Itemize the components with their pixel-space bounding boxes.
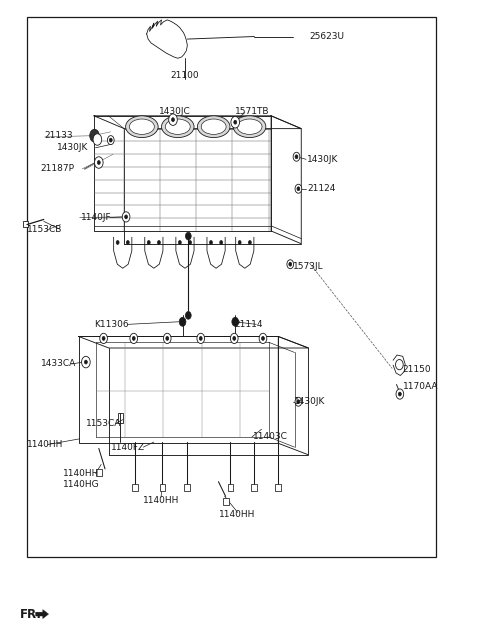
- Text: 1153CB: 1153CB: [27, 224, 62, 233]
- Ellipse shape: [165, 119, 190, 135]
- Text: FR.: FR.: [20, 608, 42, 621]
- Text: 1430JK: 1430JK: [307, 155, 338, 164]
- Circle shape: [295, 184, 302, 193]
- Circle shape: [116, 240, 119, 244]
- Text: 21100: 21100: [171, 71, 199, 80]
- Ellipse shape: [201, 119, 226, 135]
- Circle shape: [168, 114, 177, 126]
- Circle shape: [297, 187, 300, 190]
- Text: 1140HH: 1140HH: [219, 510, 256, 519]
- Circle shape: [185, 232, 191, 240]
- Circle shape: [197, 333, 204, 344]
- Circle shape: [295, 155, 298, 159]
- Text: 21133: 21133: [45, 131, 73, 140]
- Circle shape: [259, 333, 267, 344]
- Circle shape: [396, 389, 404, 399]
- Bar: [23, 221, 28, 227]
- Circle shape: [84, 360, 87, 364]
- Circle shape: [231, 117, 240, 128]
- Bar: [276, 483, 281, 491]
- Bar: [223, 497, 228, 504]
- Circle shape: [189, 240, 192, 244]
- Text: 21124: 21124: [307, 184, 336, 193]
- Circle shape: [93, 134, 102, 146]
- Circle shape: [220, 240, 223, 244]
- Text: 1140HH: 1140HH: [27, 440, 63, 449]
- Bar: [132, 483, 138, 491]
- Text: 1140HH: 1140HH: [63, 469, 99, 478]
- Circle shape: [398, 392, 401, 396]
- Circle shape: [122, 212, 130, 222]
- Circle shape: [233, 337, 236, 340]
- Bar: [96, 469, 102, 476]
- Circle shape: [100, 333, 108, 344]
- Text: 21187P: 21187P: [40, 164, 74, 174]
- Bar: [159, 483, 165, 491]
- Text: 1430JC: 1430JC: [158, 107, 191, 116]
- Text: 1140HG: 1140HG: [63, 479, 99, 488]
- Circle shape: [166, 337, 168, 340]
- Text: 1153CA: 1153CA: [86, 419, 121, 428]
- Text: 1430JK: 1430JK: [57, 143, 88, 152]
- Circle shape: [179, 317, 186, 326]
- Circle shape: [287, 260, 294, 269]
- Circle shape: [95, 157, 103, 169]
- Circle shape: [132, 337, 135, 340]
- Text: 21114: 21114: [234, 320, 263, 329]
- Text: 11403C: 11403C: [253, 433, 288, 442]
- Bar: [118, 413, 123, 424]
- Circle shape: [234, 121, 237, 124]
- Circle shape: [90, 129, 99, 142]
- Circle shape: [199, 337, 202, 340]
- Text: 1571TB: 1571TB: [235, 107, 270, 116]
- Text: 1430JK: 1430JK: [294, 397, 325, 406]
- Circle shape: [232, 317, 239, 326]
- Text: 25623U: 25623U: [310, 32, 344, 41]
- Bar: [184, 483, 190, 491]
- Text: 1573JL: 1573JL: [293, 262, 323, 271]
- Circle shape: [126, 240, 129, 244]
- Text: 1140FZ: 1140FZ: [111, 443, 145, 452]
- Ellipse shape: [197, 116, 230, 138]
- Circle shape: [102, 337, 105, 340]
- Circle shape: [289, 262, 292, 266]
- Circle shape: [147, 240, 150, 244]
- Circle shape: [130, 333, 138, 344]
- Circle shape: [125, 215, 128, 219]
- Bar: [228, 483, 233, 491]
- Circle shape: [163, 333, 171, 344]
- Ellipse shape: [233, 116, 266, 138]
- Circle shape: [230, 333, 238, 344]
- Circle shape: [109, 138, 112, 142]
- Circle shape: [185, 312, 191, 319]
- Circle shape: [293, 153, 300, 162]
- Circle shape: [262, 337, 264, 340]
- Circle shape: [297, 400, 300, 404]
- Circle shape: [157, 240, 160, 244]
- Circle shape: [179, 240, 181, 244]
- Circle shape: [249, 240, 252, 244]
- Text: 1140HH: 1140HH: [143, 496, 179, 505]
- Circle shape: [238, 240, 241, 244]
- Circle shape: [97, 161, 100, 165]
- Text: 1433CA: 1433CA: [41, 360, 77, 369]
- Ellipse shape: [126, 116, 158, 138]
- Ellipse shape: [130, 119, 155, 135]
- Ellipse shape: [237, 119, 262, 135]
- Circle shape: [108, 136, 114, 145]
- Text: K11306: K11306: [95, 320, 129, 329]
- Circle shape: [171, 118, 174, 122]
- Circle shape: [210, 240, 213, 244]
- Circle shape: [295, 397, 302, 406]
- Text: 21150: 21150: [403, 365, 432, 374]
- Text: 1170AA: 1170AA: [403, 382, 438, 391]
- Polygon shape: [36, 610, 48, 619]
- Bar: [252, 483, 257, 491]
- Ellipse shape: [161, 116, 194, 138]
- Circle shape: [82, 356, 90, 368]
- Bar: [27, 17, 436, 557]
- Circle shape: [396, 360, 403, 370]
- Text: 1140JF: 1140JF: [81, 213, 112, 222]
